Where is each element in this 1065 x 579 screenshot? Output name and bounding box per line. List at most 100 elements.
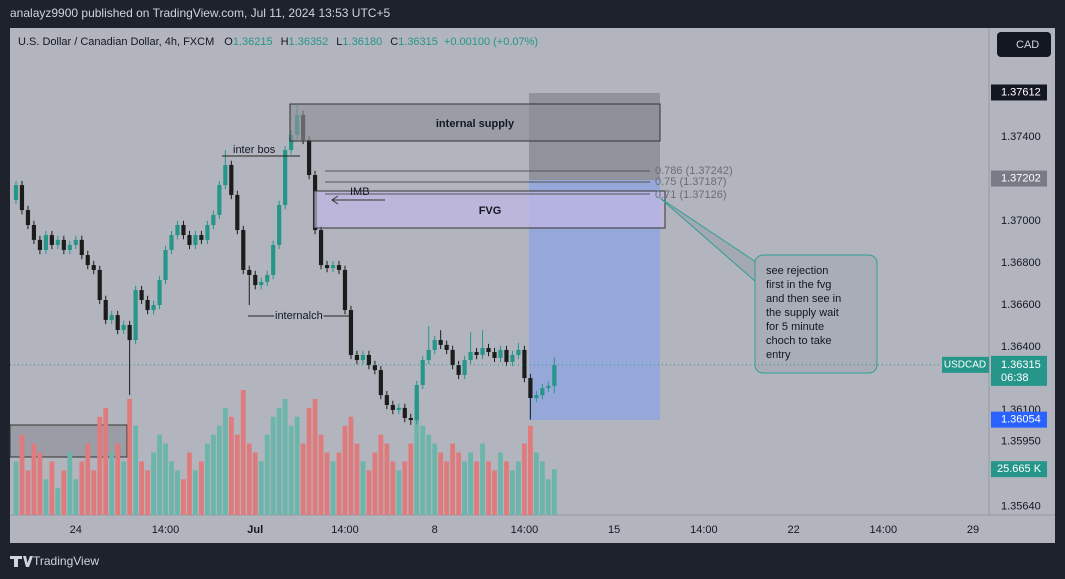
volume-bar xyxy=(282,398,288,515)
ohlc-key: O xyxy=(224,36,233,48)
volume-bar xyxy=(37,452,43,515)
candle-body xyxy=(217,185,222,215)
candle-body xyxy=(396,407,401,410)
volume-bar xyxy=(426,434,432,515)
callout-line: first in the fvg xyxy=(766,279,831,291)
supply-box xyxy=(289,103,661,142)
candle-body xyxy=(277,205,282,245)
candle-body xyxy=(109,315,114,320)
candle-body xyxy=(241,230,246,270)
drawings-front: internal supply FVG 0.786 (1.37242) 0.75… xyxy=(222,103,878,374)
candle-body xyxy=(378,370,383,396)
candle-body xyxy=(324,265,330,269)
volume-bar xyxy=(55,488,61,515)
candle-body xyxy=(510,354,515,362)
currency-label[interactable]: CAD xyxy=(1016,39,1039,51)
price-tag xyxy=(991,411,1047,428)
volume-bar xyxy=(533,452,539,515)
candle-body xyxy=(55,239,60,245)
volume-bar xyxy=(288,425,294,515)
candle-body xyxy=(444,344,449,350)
candle-body xyxy=(157,280,162,305)
candle-body xyxy=(408,417,413,421)
volume-bar xyxy=(438,452,444,515)
ohlc-value: 1.36180 xyxy=(342,36,382,48)
candle-body xyxy=(205,224,210,240)
volume-bar xyxy=(240,390,246,515)
candle-body xyxy=(271,244,276,275)
volume-bar xyxy=(246,443,252,515)
volume-bar xyxy=(109,452,115,515)
candle-body xyxy=(175,224,180,236)
callout-line: choch to take xyxy=(766,335,831,347)
price-tag-label: 1.37612 xyxy=(1001,86,1041,98)
volume-bar xyxy=(432,443,438,515)
volume-bar xyxy=(545,479,551,515)
volume-bar xyxy=(115,443,121,515)
callout-line: see rejection xyxy=(766,265,828,277)
volume-bar xyxy=(276,407,282,515)
countdown: 06:38 xyxy=(1001,372,1029,384)
publisher: analayz9900 published on TradingView.com… xyxy=(10,6,390,20)
volume-bar xyxy=(396,470,402,515)
volume-bar xyxy=(222,407,228,515)
volume-bar xyxy=(169,461,174,515)
volume-bar xyxy=(300,443,306,515)
callout-line: the supply wait xyxy=(766,307,839,319)
volume-bar xyxy=(79,461,85,515)
volume-bar xyxy=(551,469,557,515)
volume-bar xyxy=(402,461,408,515)
plot xyxy=(13,105,557,515)
candle-body xyxy=(133,290,138,341)
volume-bar xyxy=(234,434,240,515)
volume-bar xyxy=(97,416,103,515)
volume-bar xyxy=(372,452,378,515)
candle-body xyxy=(528,378,533,399)
callout-line: for 5 minute xyxy=(766,321,824,333)
candle-body xyxy=(151,305,156,311)
volume-bar xyxy=(378,434,384,515)
symbol-tag-label: USDCAD xyxy=(944,359,986,370)
ohlc-value: 1.36352 xyxy=(289,36,329,48)
y-tick-label: 1.35640 xyxy=(1001,501,1041,513)
volume-bar xyxy=(348,416,354,515)
candle-body xyxy=(211,214,216,225)
volume-bar xyxy=(127,398,133,515)
volume-bar xyxy=(157,434,162,515)
volume-bar xyxy=(91,470,97,515)
candle-body xyxy=(127,324,132,341)
brand: TradingView xyxy=(33,554,99,568)
candle-body xyxy=(504,349,509,362)
candle-body xyxy=(534,395,539,399)
volume-bar xyxy=(522,443,527,515)
candle-body xyxy=(253,274,258,286)
volume-bar xyxy=(103,407,109,515)
volume-bar xyxy=(43,479,49,515)
candle-body xyxy=(79,239,84,256)
volume-bar xyxy=(528,425,533,515)
volume-bar xyxy=(264,434,270,515)
volume-tag xyxy=(991,461,1047,478)
x-tick-label: 14:00 xyxy=(870,524,898,536)
candle-body xyxy=(49,235,54,245)
currency-button[interactable] xyxy=(997,32,1051,57)
volume-bar xyxy=(516,461,521,515)
volume-bar xyxy=(139,461,144,515)
volume-bar xyxy=(270,416,276,515)
candle-body xyxy=(552,364,557,386)
volume-bar xyxy=(444,461,450,515)
volume-bar xyxy=(318,434,324,515)
candle-body xyxy=(61,239,66,250)
candle-body xyxy=(354,354,360,361)
candle-body xyxy=(163,249,168,281)
volume-bar xyxy=(306,407,312,515)
volume-bar xyxy=(199,461,204,515)
candle-body xyxy=(247,269,252,275)
candle-body xyxy=(438,340,443,345)
candle-body xyxy=(169,235,174,250)
volume-bar xyxy=(193,470,198,515)
imb-arrow-head xyxy=(331,195,339,205)
price-tag xyxy=(991,170,1047,187)
fib-label: 0.75 (1.37187) xyxy=(655,176,727,188)
